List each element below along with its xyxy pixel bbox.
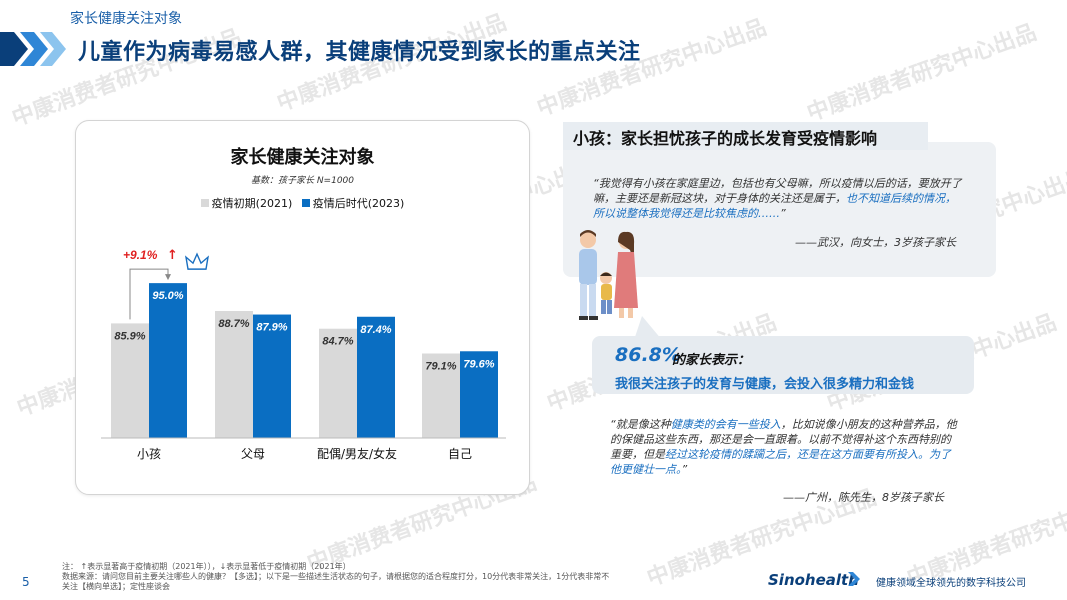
quote-2-highlight-1: 健康类的会有一些投入 [670, 418, 781, 431]
legend-label-2023: 疫情后时代(2023) [312, 197, 405, 210]
legend-swatch-2023 [301, 199, 310, 207]
brand-mark-icon [848, 572, 860, 586]
brand-tagline: 健康领域全球领先的数字科技公司 [876, 578, 1026, 589]
chart-base-note: 基数：孩子家长 N=1000 [250, 176, 355, 186]
footer-note-line-2: 数据来源：请问您目前主要关注哪些人的健康？【多选】；以下是一些描述生活状态的句子… [62, 572, 610, 581]
footer-note: 注： ↑表示显著高于疫情初期（2021年）），↓表示显著低于疫情初期（2021年… [62, 562, 762, 592]
legend-item-2021: 疫情初期(2021) [200, 195, 293, 211]
quote-2-highlight-2: 经过这轮疫情的蹂躏之后，还是在这方面要有所投入。为了他更健壮一点。 [610, 448, 951, 476]
bar-2023 [460, 351, 498, 438]
category-label: 小孩 [137, 447, 161, 461]
quote-1-plain: “我觉得有小孩在家庭里边，包括也有父母嘛，所以疫情以后的话，要放开了嘛，主要还是… [593, 177, 962, 205]
quote-2-end: ” [681, 463, 688, 476]
bar-chart: 85.9% 95.0% 小孩 88.7% 87.9% 父母 84.7% 87.4% 配偶/男友/… [101, 248, 506, 461]
section-label: 家长健康关注对象 [70, 11, 182, 27]
quote-1: “我觉得有小孩在家庭里边，包括也有父母嘛，所以疫情以后的话，要放开了嘛，主要还是… [593, 176, 965, 221]
stat-label: 的家长表示： [672, 353, 751, 368]
bar-2021 [422, 353, 460, 438]
quote-2-attribution: ——广州，陈先生，8岁孩子家长 [783, 491, 944, 504]
footer-note-line-1: 注： ↑表示显著高于疫情初期（2021年）），↓表示显著低于疫情初期（2021年… [62, 562, 351, 571]
bar-value-label: 79.1% [425, 360, 456, 372]
crown-icon [184, 252, 210, 270]
bar-value-label: 95.0% [152, 290, 183, 302]
family-illustration-icon [579, 230, 638, 320]
category-label: 自己 [448, 447, 472, 461]
page-title: 儿童作为病毒易感人群，其健康情况受到家长的重点关注 [78, 40, 641, 65]
quote-2: “就是像这种健康类的会有一些投入，比如说像小朋友的这种营养品，他的保健品这些东西… [610, 417, 960, 477]
legend-swatch-2021 [200, 199, 209, 207]
bar-value-label: 85.9% [114, 330, 145, 342]
quote-box-1 [563, 142, 996, 277]
bar-2023 [253, 314, 291, 438]
watermark: 中康消费者研究中心出品 [533, 15, 770, 122]
watermark: 中康消费者研究中心出品 [803, 20, 1040, 127]
stat-box [592, 336, 974, 394]
bar-value-label: 87.9% [256, 322, 287, 334]
bar-2021 [111, 323, 149, 438]
bar-value-label: 79.6% [463, 358, 494, 370]
quote-1-highlight: 也不知道后续的情况，所以说整体我觉得还是比较焦虑的…… [593, 192, 956, 220]
legend-label-2021: 疫情初期(2021) [211, 197, 293, 210]
page-number: 5 [22, 575, 30, 589]
bar-2021 [319, 328, 357, 438]
stat-text: 我很关注孩子的发育与健康，会投入很多精力和金钱 [615, 377, 915, 392]
bar-2021 [215, 311, 253, 438]
category-label: 父母 [241, 447, 265, 461]
quote-2-a: “就是像这种 [610, 418, 671, 431]
up-arrow-icon: ↑ [167, 248, 178, 263]
quote-1-end: ” [780, 207, 786, 220]
speech-pointer-icon [634, 316, 662, 340]
footer-note-line-3: 关注【横向单选】；定性座谈会 [62, 582, 170, 591]
annotation-bracket [129, 268, 169, 320]
chart-card: 家长健康关注对象 基数：孩子家长 N=1000 疫情初期(2021) 疫情后时代… [75, 120, 530, 495]
chart-title: 家长健康关注对象 [230, 147, 375, 168]
legend-item-2023: 疫情后时代(2023) [301, 195, 405, 211]
bar-2023 [149, 283, 187, 438]
chevron-decoration-icon [0, 32, 66, 66]
callout-heading: 小孩：家长担忧孩子的成长发育受疫情影响 [563, 122, 928, 150]
bar-2023 [357, 316, 395, 438]
annotation-arrow-icon [165, 274, 171, 281]
bar-value-label: 87.4% [360, 324, 391, 336]
stat-percentage: 86.8% [615, 344, 681, 366]
chart-legend: 疫情初期(2021) 疫情后时代(2023) [76, 195, 529, 211]
bar-value-label: 88.7% [218, 318, 249, 330]
brand-logo: Sinohealth [768, 571, 859, 589]
quote-1-attribution: ——武汉，向女士，3岁孩子家长 [795, 236, 956, 249]
annotation-label: +9.1% [123, 248, 158, 262]
category-label: 配偶/男友/女友 [317, 446, 397, 461]
quote-2-b: ，比如说像小朋友的这种营养品，他的保健品这些东西，那还是会一直跟着。以前不觉得补… [610, 418, 957, 461]
bar-value-label: 84.7% [322, 336, 353, 348]
